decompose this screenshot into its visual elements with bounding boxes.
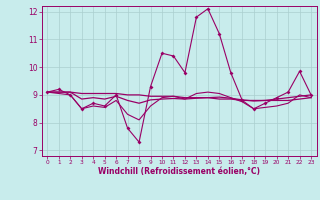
X-axis label: Windchill (Refroidissement éolien,°C): Windchill (Refroidissement éolien,°C) xyxy=(98,167,260,176)
